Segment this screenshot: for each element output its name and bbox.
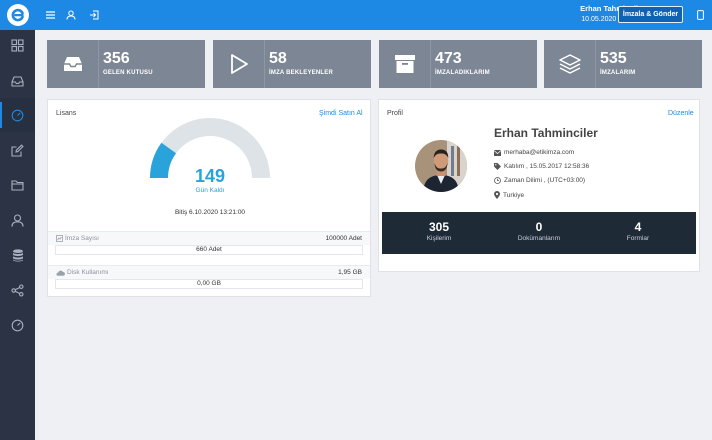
days-left-label: Gün Kaldı bbox=[195, 187, 225, 194]
header-user-name: Erhan Tahminciler bbox=[580, 4, 645, 13]
profile-joined: Katılım , 15.05.2017 12:58:36 bbox=[504, 163, 590, 170]
sidebar-item-speedometer[interactable] bbox=[0, 308, 35, 342]
sidebar-item-user[interactable] bbox=[0, 203, 35, 237]
header-datetime: 10.05.2020 11:16.46 bbox=[581, 16, 645, 23]
user-icon bbox=[11, 213, 24, 227]
envelope-icon bbox=[494, 149, 501, 156]
sidebar-item-database[interactable] bbox=[0, 238, 35, 272]
play-icon bbox=[231, 54, 248, 74]
menu-icon[interactable] bbox=[43, 8, 57, 22]
stat-card-my-signatures[interactable]: 535 İMZALARIM bbox=[544, 40, 702, 88]
license-gauge bbox=[150, 118, 270, 179]
profile-stat-forms[interactable]: 4 Formlar bbox=[598, 220, 678, 242]
inbox-icon bbox=[11, 76, 24, 87]
logout-icon[interactable] bbox=[87, 8, 101, 22]
stat-value: 0 bbox=[535, 220, 543, 234]
clock-icon bbox=[494, 177, 501, 184]
app-logo[interactable] bbox=[0, 0, 35, 30]
profile-name: Erhan Tahminciler bbox=[494, 126, 598, 140]
stat-label: İMZALARIM bbox=[600, 70, 636, 76]
sidebar-item-gauge[interactable] bbox=[0, 98, 35, 132]
profile-email: merhaba@etikimza.com bbox=[504, 149, 575, 156]
disk-usage-total: 1,95 GB bbox=[338, 269, 362, 276]
edit-icon bbox=[11, 143, 24, 157]
license-panel: Lisans Şimdi Satın Al 149 Gün Kaldı Biti… bbox=[47, 99, 371, 297]
stat-label: Formlar bbox=[626, 235, 650, 242]
sidebar-item-folder[interactable] bbox=[0, 168, 35, 202]
profile-timezone-row: Zaman Dilimi , (UTC+03:00) bbox=[494, 177, 585, 184]
top-bar: Erhan Tahminciler 10.05.2020 11:16.46 İm… bbox=[35, 0, 712, 30]
layers-icon bbox=[559, 54, 581, 74]
stat-value: 58 bbox=[269, 50, 287, 67]
profile-stats: 305 Kişilerim 0 Dokümanlarım 4 Formlar bbox=[382, 212, 696, 254]
profile-stat-contacts[interactable]: 305 Kişilerim bbox=[399, 220, 479, 242]
signature-count-row: İmza Sayısı 100000 Adet bbox=[48, 231, 370, 245]
signature-usage-bar: 660 Adet bbox=[55, 245, 363, 255]
speedometer-icon bbox=[11, 319, 24, 331]
sidebar-item-dashboard[interactable] bbox=[0, 28, 35, 62]
edit-profile-link[interactable]: Düzenle bbox=[668, 110, 694, 117]
dashboard-icon bbox=[11, 38, 24, 52]
profile-email-row: merhaba@etikimza.com bbox=[494, 149, 574, 156]
sidebar bbox=[0, 0, 35, 440]
profile-country-row: Turkiye bbox=[494, 191, 524, 199]
database-icon bbox=[12, 248, 23, 261]
logo-mark-icon bbox=[6, 4, 29, 26]
signature-icon bbox=[56, 235, 63, 242]
stat-value: 4 bbox=[634, 220, 642, 234]
stat-label: İMZALADIKLARIM bbox=[435, 70, 490, 76]
stat-label: Kişilerim bbox=[426, 235, 452, 242]
stat-card-signed[interactable]: 473 İMZALADIKLARIM bbox=[379, 40, 537, 88]
license-title: Lisans bbox=[56, 110, 77, 117]
user-profile-icon[interactable] bbox=[64, 8, 78, 22]
disk-usage-row: Disk Kullanımı 1,95 GB bbox=[48, 265, 370, 279]
signature-count-label: İmza Sayısı bbox=[65, 235, 99, 242]
profile-title: Profil bbox=[387, 110, 403, 117]
profile-joined-row: Katılım , 15.05.2017 12:58:36 bbox=[494, 163, 589, 170]
profile-timezone: Zaman Dilimi , (UTC+03:00) bbox=[504, 177, 586, 184]
gauge-fill bbox=[150, 142, 177, 179]
signature-count-total: 100000 Adet bbox=[325, 235, 362, 242]
stat-label: GELEN KUTUSU bbox=[103, 70, 153, 76]
sidebar-item-inbox[interactable] bbox=[0, 64, 35, 98]
stat-label: İMZA BEKLEYENLER bbox=[269, 70, 333, 76]
license-expiry: Bitiş 6.10.2020 13:21:00 bbox=[174, 209, 246, 216]
disk-usage-bar: 0,00 GB bbox=[55, 279, 363, 289]
stat-value: 473 bbox=[435, 50, 462, 67]
stat-card-inbox[interactable]: 356 GELEN KUTUSU bbox=[47, 40, 205, 88]
buy-now-link[interactable]: Şimdi Satın Al bbox=[319, 110, 363, 117]
inbox-icon bbox=[64, 57, 82, 71]
stat-value: 535 bbox=[600, 50, 627, 67]
disk-usage-label: Disk Kullanımı bbox=[67, 269, 109, 276]
stat-label: Dokümanlarım bbox=[517, 235, 561, 242]
folder-icon bbox=[11, 180, 24, 191]
sidebar-item-share[interactable] bbox=[0, 273, 35, 307]
avatar bbox=[415, 140, 467, 192]
days-left-value: 149 bbox=[194, 166, 226, 186]
profile-stat-documents[interactable]: 0 Dokümanlarım bbox=[499, 220, 579, 242]
sign-and-send-button[interactable]: İmzala & Gönder bbox=[618, 6, 683, 23]
profile-panel: Profil Düzenle Erhan Tahminciler merhaba… bbox=[378, 99, 700, 272]
cloud-icon bbox=[56, 270, 65, 276]
stat-value: 305 bbox=[428, 220, 450, 234]
share-icon bbox=[11, 283, 24, 297]
user-info: Erhan Tahminciler 10.05.2020 11:16.46 bbox=[580, 3, 645, 25]
location-pin-icon bbox=[494, 191, 500, 199]
stat-value: 356 bbox=[103, 50, 130, 67]
mobile-device-icon[interactable] bbox=[693, 8, 707, 22]
profile-country: Turkiye bbox=[503, 191, 525, 199]
tag-icon bbox=[494, 163, 501, 170]
sidebar-item-edit[interactable] bbox=[0, 133, 35, 167]
gauge-icon bbox=[11, 109, 24, 121]
stat-card-awaiting-signature[interactable]: 58 İMZA BEKLEYENLER bbox=[213, 40, 371, 88]
archive-icon bbox=[395, 55, 415, 73]
